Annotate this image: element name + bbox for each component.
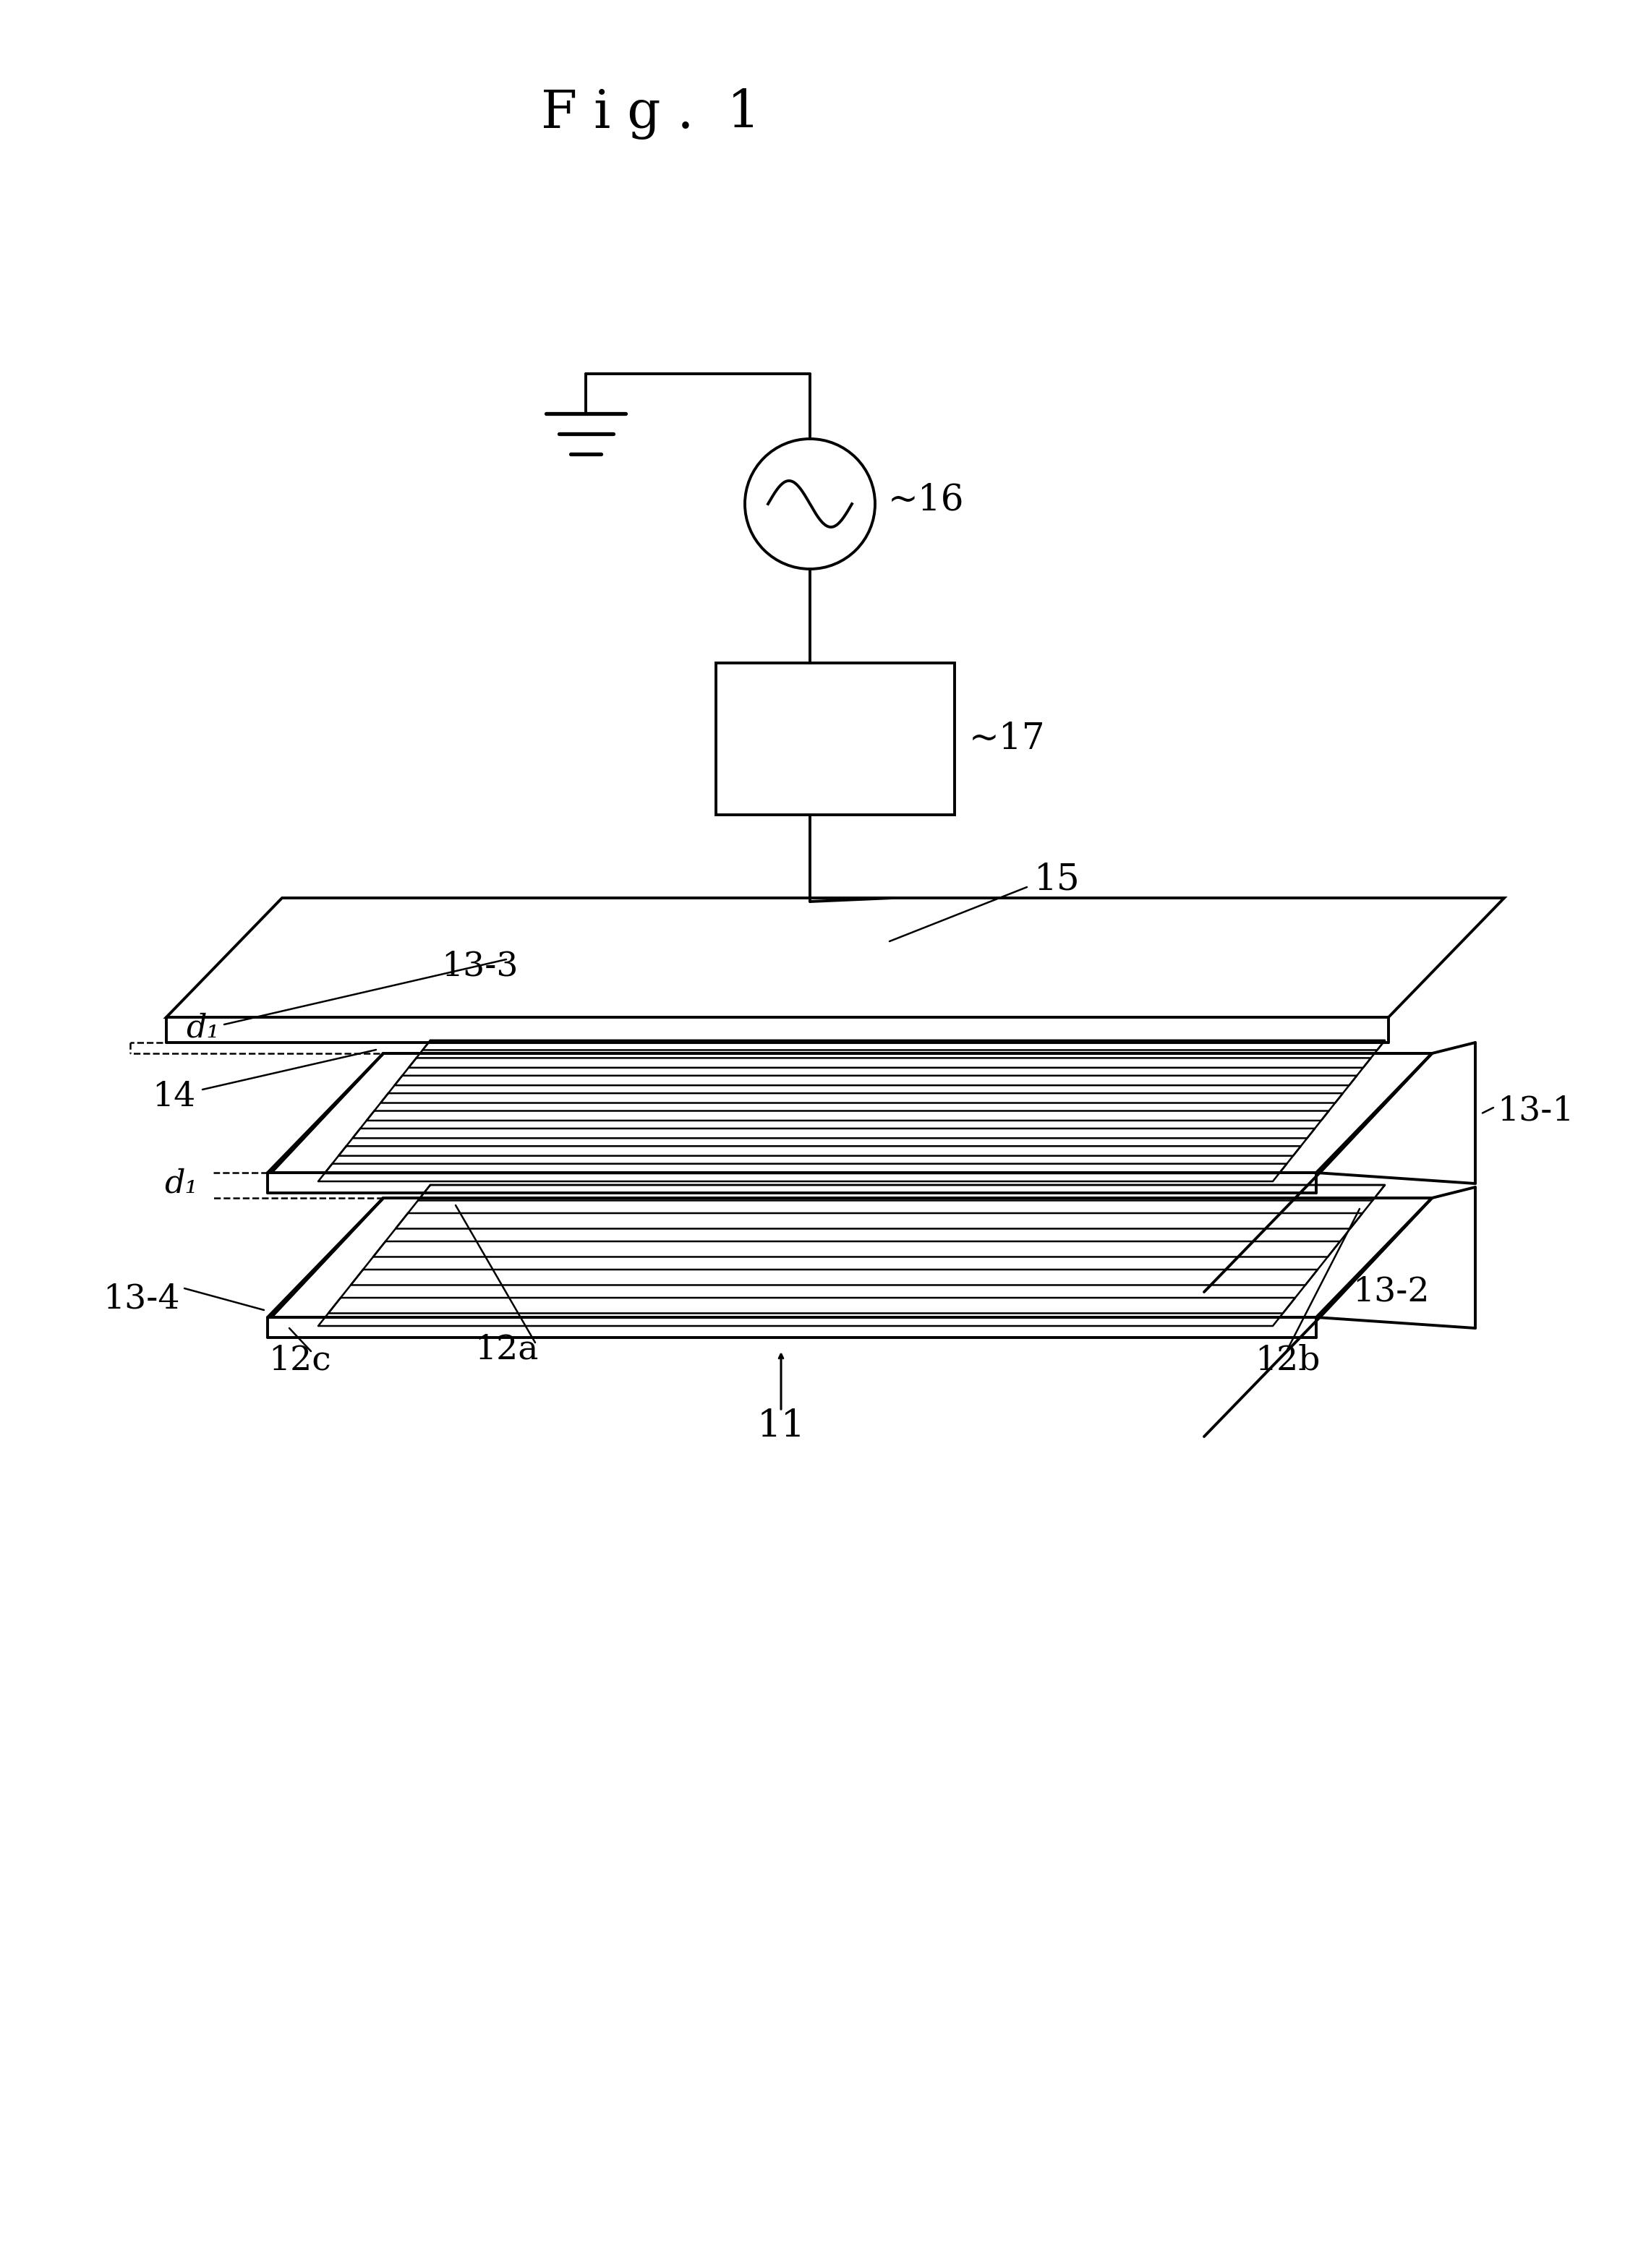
Text: d₁: d₁	[185, 1012, 219, 1043]
Text: 12c: 12c	[269, 1345, 331, 1377]
Polygon shape	[167, 898, 1504, 1018]
Text: 13-2: 13-2	[1353, 1275, 1430, 1309]
Text: 12b: 12b	[1255, 1345, 1320, 1377]
Text: 14: 14	[152, 1080, 195, 1114]
Text: 12a: 12a	[475, 1334, 539, 1365]
Text: d₁: d₁	[164, 1168, 198, 1200]
Polygon shape	[272, 1052, 1432, 1173]
Polygon shape	[272, 1198, 1432, 1318]
Text: ~16: ~16	[888, 483, 965, 517]
Bar	[716, 662, 955, 814]
Text: ~17: ~17	[970, 721, 1045, 758]
Text: 13-3: 13-3	[441, 950, 518, 982]
Text: 13-4: 13-4	[103, 1284, 180, 1315]
Text: 11: 11	[757, 1406, 806, 1445]
Text: F i g .  1: F i g . 1	[541, 88, 760, 138]
Text: 13-1: 13-1	[1497, 1095, 1574, 1127]
Text: 15: 15	[1034, 862, 1079, 898]
